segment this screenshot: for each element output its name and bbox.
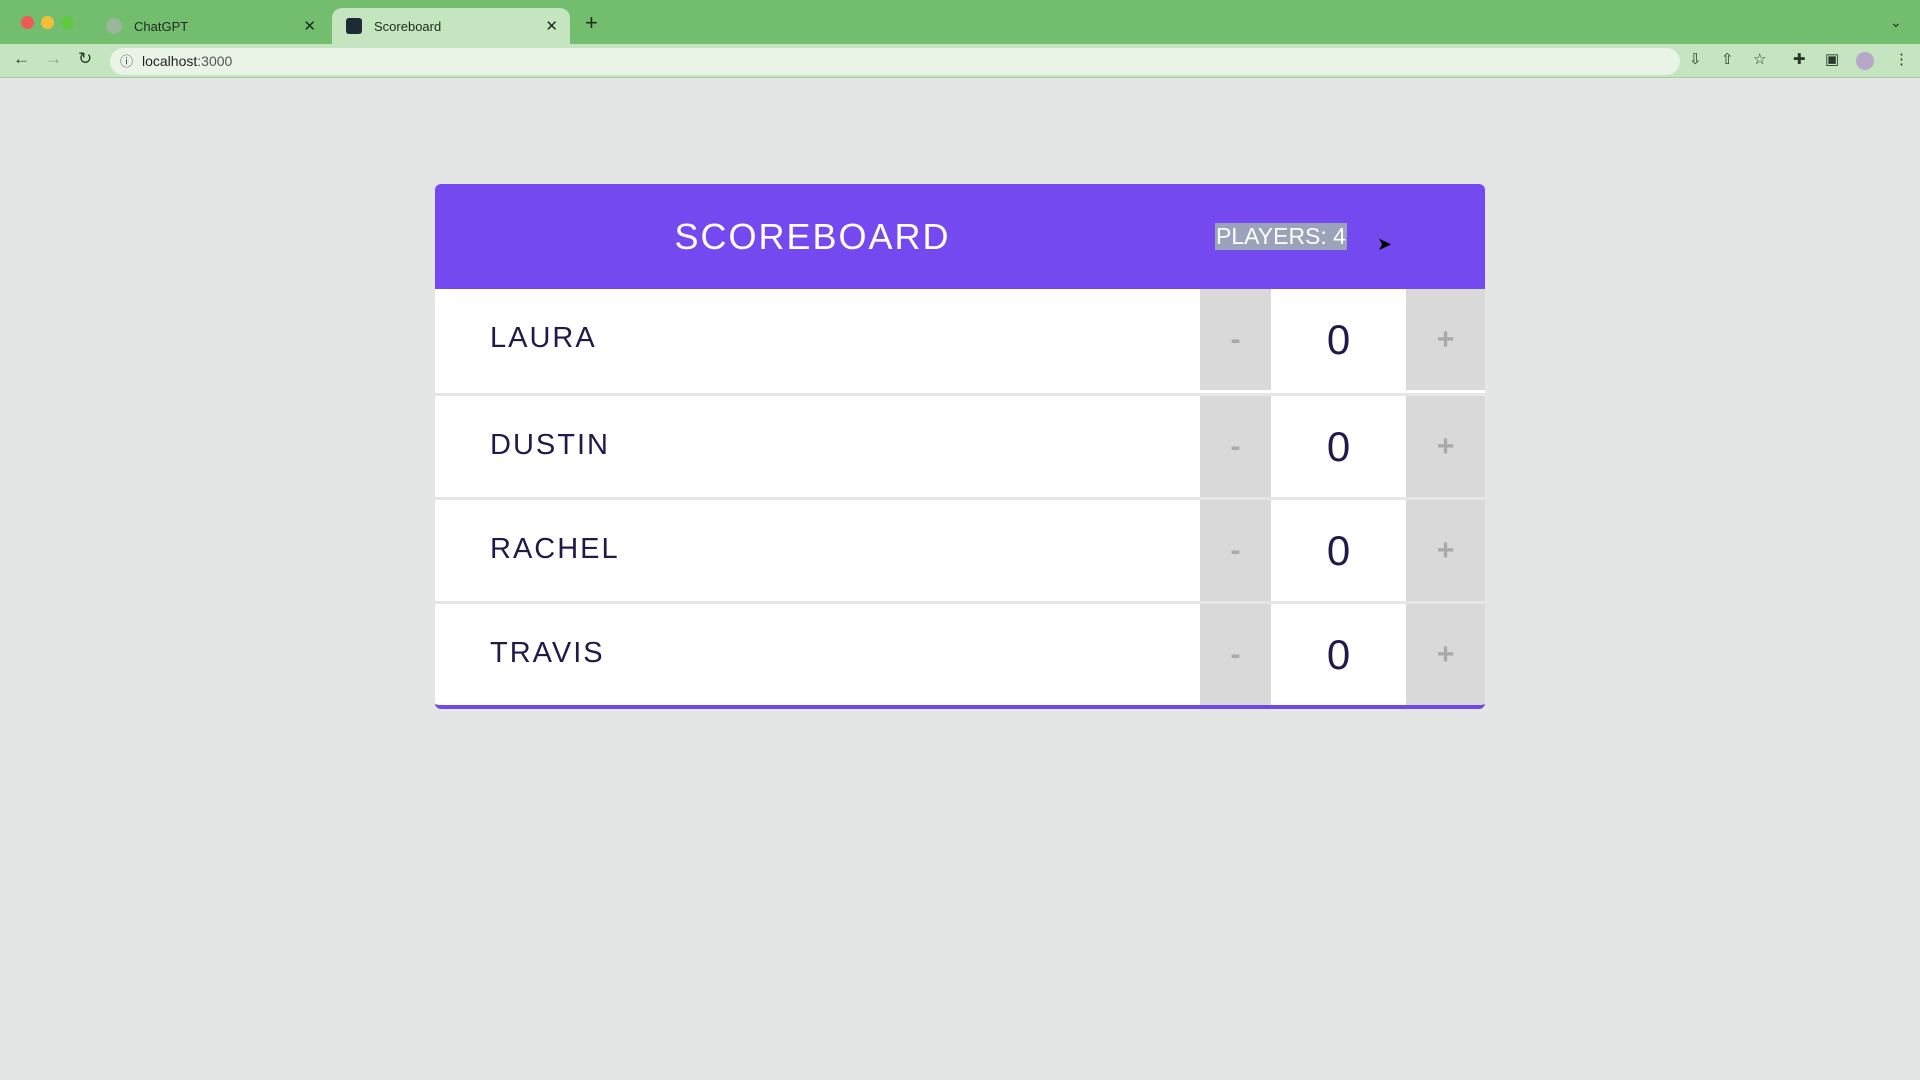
url-host: localhost	[142, 53, 198, 69]
player-name: TRAVIS	[490, 637, 605, 669]
increment-score-button[interactable]: +	[1406, 396, 1485, 497]
player-score: 0	[1326, 315, 1351, 363]
url-port: :3000	[197, 53, 233, 69]
increment-score-button[interactable]: +	[1406, 604, 1485, 705]
decrement-score-button[interactable]: -	[1200, 396, 1271, 497]
back-icon[interactable]: ←	[13, 49, 30, 68]
player-score: 0	[1326, 630, 1351, 678]
player-score: 0	[1326, 526, 1351, 574]
chatgpt-favicon-icon	[106, 18, 122, 34]
tab-title: ChatGPT	[134, 18, 189, 34]
decrement-score-button[interactable]: -	[1200, 604, 1271, 705]
player-row: RACHEL - 0 +	[435, 497, 1485, 601]
new-tab-button[interactable]: +	[585, 10, 598, 35]
decrement-score-button[interactable]: -	[1200, 500, 1271, 601]
players-count: PLAYERS: 4	[1215, 223, 1347, 250]
close-window-button[interactable]	[21, 16, 34, 29]
extensions-icon[interactable]: ✚	[1793, 51, 1806, 68]
menu-kebab-icon[interactable]: ⋮	[1894, 51, 1909, 68]
close-tab-icon[interactable]: ✕	[545, 18, 558, 35]
decrement-score-button[interactable]: -	[1200, 289, 1271, 390]
minimize-window-button[interactable]	[41, 16, 54, 29]
tab-scoreboard[interactable]: Scoreboard ✕	[332, 8, 570, 44]
player-score: 0	[1326, 422, 1351, 470]
player-row: LAURA - 0 +	[435, 289, 1485, 393]
tab-search-chevron-icon[interactable]: ⌄	[1890, 14, 1902, 30]
increment-score-button[interactable]: +	[1406, 500, 1485, 601]
site-info-icon[interactable]: ⓘ	[120, 54, 134, 69]
scoreboard-header: SCOREBOARD PLAYERS: 4 ➤	[435, 184, 1485, 289]
player-row: DUSTIN - 0 +	[435, 393, 1485, 497]
side-panel-icon[interactable]: ▣	[1825, 51, 1840, 68]
player-name: RACHEL	[490, 533, 620, 565]
reload-icon[interactable]: ↻	[78, 49, 93, 68]
scoreboard-card: SCOREBOARD PLAYERS: 4 ➤ LAURA - 0 + DUST…	[435, 184, 1485, 709]
forward-icon[interactable]: →	[45, 49, 62, 68]
player-name: DUSTIN	[490, 429, 610, 461]
bookmark-star-icon[interactable]: ☆	[1753, 51, 1767, 68]
tab-title: Scoreboard	[374, 18, 442, 34]
install-icon[interactable]: ⇩	[1689, 51, 1702, 68]
player-name: LAURA	[490, 322, 597, 354]
share-icon[interactable]: ⇧	[1721, 51, 1734, 68]
address-bar-row: ← → ↻ ⓘ localhost:3000 ⇩ ⇧ ☆ ✚ ▣ ⋮	[0, 44, 1920, 78]
react-favicon-icon	[346, 18, 362, 34]
player-row: TRAVIS - 0 +	[435, 601, 1485, 705]
scoreboard-title: SCOREBOARD	[674, 216, 951, 257]
increment-score-button[interactable]: +	[1406, 289, 1485, 390]
maximize-window-button[interactable]	[61, 16, 74, 29]
tab-chatgpt[interactable]: ChatGPT ✕	[92, 8, 328, 44]
mouse-cursor-icon: ➤	[1377, 234, 1393, 254]
url-input[interactable]: ⓘ localhost:3000	[110, 48, 1680, 75]
profile-avatar-icon[interactable]	[1856, 52, 1874, 70]
close-tab-icon[interactable]: ✕	[303, 18, 316, 35]
browser-tab-bar: ChatGPT ✕ Scoreboard ✕ + ⌄	[0, 0, 1920, 44]
